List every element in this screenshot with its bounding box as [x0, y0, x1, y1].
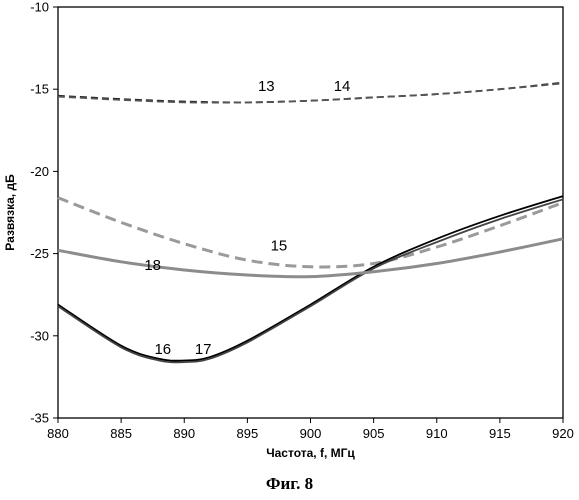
series-line-15 — [58, 198, 563, 267]
series-line-13 — [58, 83, 563, 103]
series-line-17 — [58, 199, 563, 362]
figure-caption: Фиг. 8 — [0, 474, 579, 494]
y-tick-label: -30 — [30, 328, 49, 343]
series-line-18 — [58, 239, 563, 277]
x-tick-label: 905 — [363, 426, 385, 441]
x-tick-label: 890 — [173, 426, 195, 441]
x-axis-title: Частота, f, МГц — [266, 446, 355, 460]
x-tick-label: 895 — [237, 426, 259, 441]
curve-label-16: 16 — [154, 341, 171, 358]
plot-area-frame — [58, 7, 563, 418]
x-tick-label: 915 — [489, 426, 511, 441]
y-tick-label: -25 — [30, 246, 49, 261]
curve-label-17: 17 — [195, 341, 212, 358]
curve-label-14: 14 — [334, 78, 351, 95]
y-tick-label: -35 — [30, 411, 49, 426]
y-axis-title: Развязка, дБ — [3, 174, 17, 251]
x-tick-label: 900 — [300, 426, 322, 441]
x-tick-label: 920 — [552, 426, 574, 441]
x-tick-label: 880 — [47, 426, 69, 441]
curve-label-13: 13 — [258, 78, 275, 95]
curve-label-18: 18 — [144, 257, 161, 274]
series-line-16 — [58, 196, 563, 361]
curve-label-15: 15 — [271, 237, 288, 254]
y-tick-label: -15 — [30, 82, 49, 97]
x-tick-label: 885 — [110, 426, 132, 441]
x-tick-label: 910 — [426, 426, 448, 441]
y-tick-label: -10 — [30, 0, 49, 15]
y-tick-label: -20 — [30, 164, 49, 179]
series-line-14 — [58, 83, 563, 102]
